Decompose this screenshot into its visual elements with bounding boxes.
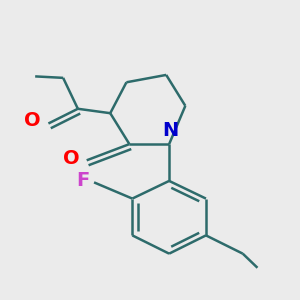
Text: O: O <box>63 149 79 168</box>
Text: O: O <box>24 111 41 130</box>
Text: N: N <box>163 121 179 140</box>
Text: F: F <box>76 171 90 190</box>
